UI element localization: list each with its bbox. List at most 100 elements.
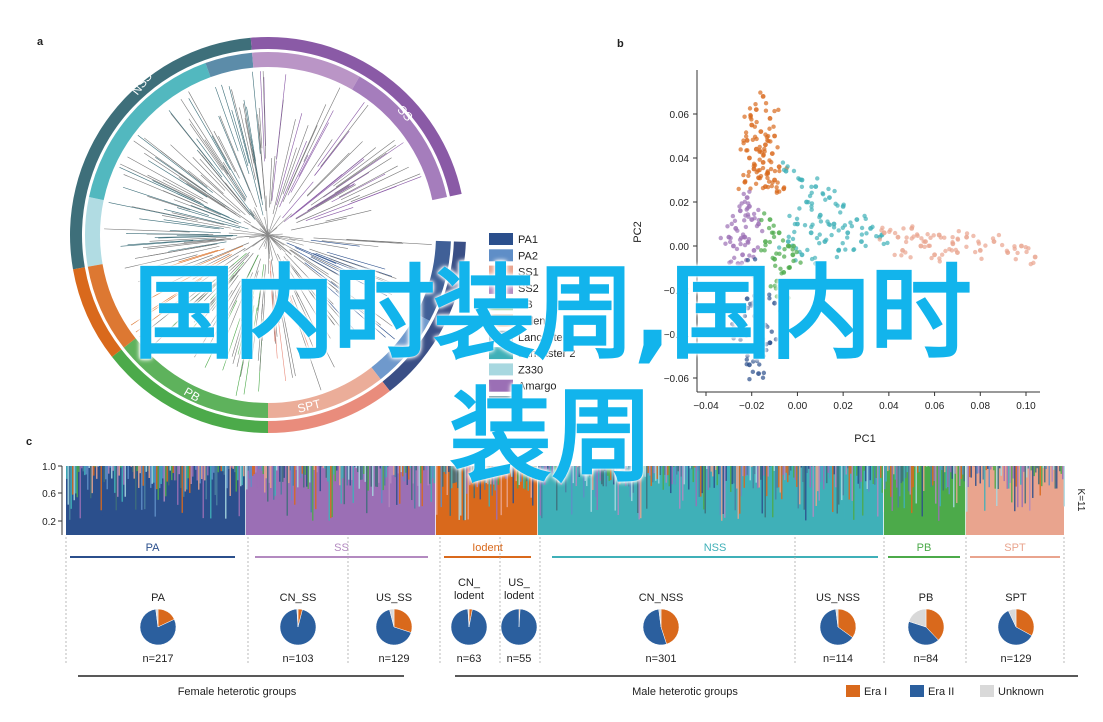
structure-bar	[397, 466, 399, 474]
scatter-point	[742, 218, 747, 223]
structure-bar	[303, 466, 305, 488]
tree-branch	[267, 215, 281, 236]
legend-label: PA1	[518, 234, 538, 246]
structure-bar	[461, 466, 463, 469]
scatter-point	[760, 94, 766, 99]
scatter-point	[757, 157, 762, 162]
structure-bar	[354, 466, 356, 467]
structure-bar	[929, 466, 931, 467]
structure-bar	[264, 466, 266, 493]
structure-bar	[126, 466, 128, 506]
scatter-point	[827, 222, 833, 228]
tree-branch	[282, 125, 318, 203]
structure-bar	[599, 466, 601, 481]
structure-bar	[502, 466, 504, 468]
structure-bar	[713, 466, 715, 488]
scatter-point	[769, 230, 775, 235]
scatter-point	[767, 126, 772, 131]
structure-bar	[790, 466, 792, 471]
scatter-point	[748, 112, 753, 118]
structure-bar	[941, 466, 943, 471]
tree-branch	[285, 253, 334, 305]
structure-bar	[715, 466, 717, 470]
structure-bar	[72, 466, 74, 495]
scatter-point	[780, 238, 786, 243]
structure-bar	[222, 466, 224, 472]
k-label: K=11	[1075, 489, 1086, 512]
structure-bar	[153, 466, 155, 483]
inner-ring-segment	[87, 264, 136, 348]
scatter-point	[731, 325, 737, 330]
structure-bar	[105, 466, 107, 480]
structure-bar	[503, 466, 505, 469]
structure-bar	[695, 466, 697, 507]
structure-bar	[470, 466, 472, 476]
scatter-point	[753, 146, 759, 152]
pie-slice	[467, 608, 470, 628]
tree-branch	[287, 155, 309, 196]
pie-label: CN_NSS	[639, 592, 684, 604]
structure-bar	[283, 466, 285, 478]
scatter-point	[744, 361, 749, 367]
scatter-point	[885, 240, 890, 246]
tree-branch	[290, 122, 329, 193]
structure-bar	[277, 466, 279, 482]
scatter-point	[792, 221, 798, 227]
legend-swatch	[489, 396, 513, 408]
structure-bar	[120, 466, 122, 468]
pie-legend-label: Era II	[928, 686, 954, 698]
structure-bar	[394, 466, 396, 478]
tree-branch	[210, 261, 245, 300]
structure-bar	[177, 466, 179, 505]
structure-bar	[114, 466, 116, 493]
tree-branch	[267, 234, 269, 274]
structure-bar	[905, 466, 907, 479]
tree-branch	[203, 206, 242, 224]
structure-bar	[604, 466, 606, 471]
structure-bar	[872, 466, 874, 484]
structure-bar	[112, 466, 114, 471]
structure-bar	[781, 466, 783, 500]
pie-n-label: n=129	[379, 653, 410, 665]
tree-branch	[188, 98, 231, 171]
structure-bar	[121, 466, 123, 502]
structure-bar	[1006, 466, 1008, 489]
structure-bar	[578, 466, 580, 477]
group-header-label: PB	[917, 542, 932, 554]
scatter-point	[772, 108, 777, 114]
tree-branch	[293, 290, 313, 331]
structure-bar	[818, 466, 820, 501]
scatter-point	[1031, 260, 1036, 266]
scatter-point	[782, 246, 787, 252]
scatter-point	[747, 301, 753, 307]
structure-bar	[815, 466, 817, 506]
structure-bar	[554, 466, 556, 473]
scatter-point	[763, 108, 769, 113]
structure-bar	[408, 466, 410, 480]
tree-branch	[240, 258, 261, 321]
structure-bar	[144, 466, 146, 510]
scatter-point	[766, 179, 772, 184]
structure-bar	[76, 466, 78, 498]
scatter-point	[817, 240, 822, 246]
tree-branch	[219, 115, 257, 208]
scatter-point	[723, 241, 728, 246]
scatter-point	[729, 309, 734, 315]
structure-bar	[547, 466, 549, 469]
structure-bar	[878, 466, 880, 477]
scatter-point	[799, 184, 805, 189]
y-tick-label: 0.06	[670, 110, 690, 121]
tree-branch	[290, 249, 329, 275]
ring-label-pb: PB	[182, 384, 203, 404]
legend-label: Amargo	[518, 381, 557, 393]
tree-branch	[218, 136, 240, 179]
scatter-point	[781, 254, 787, 259]
pie-label: CN_	[458, 577, 481, 589]
structure-bar	[602, 466, 604, 487]
structure-bar	[914, 466, 916, 467]
pie-slice	[660, 608, 680, 645]
structure-bar	[294, 466, 296, 505]
structure-bar	[993, 466, 995, 471]
scatter-point	[942, 235, 947, 240]
legend-swatch	[489, 298, 513, 311]
